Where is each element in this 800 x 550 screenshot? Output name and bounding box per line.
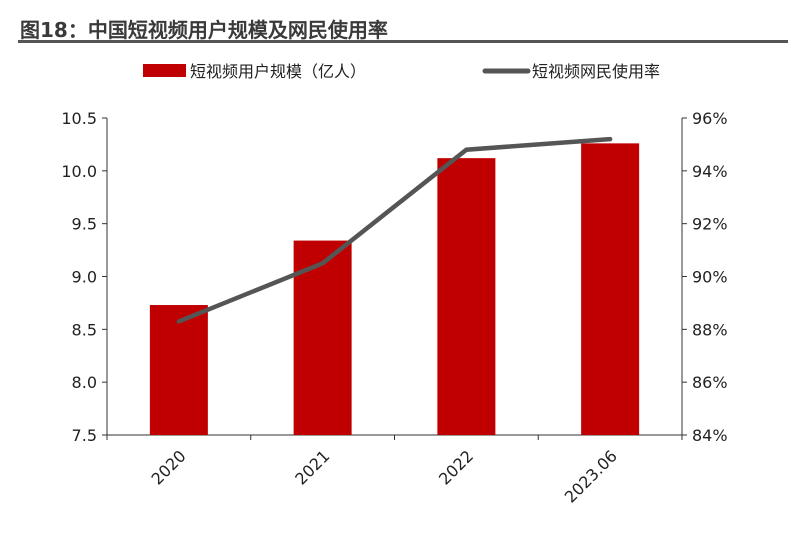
legend-bar-label: 短视频用户规模（亿人）	[190, 62, 366, 81]
left-tick-label: 10.5	[61, 109, 97, 128]
left-tick-label: 9.5	[72, 215, 97, 234]
right-tick-label: 84%	[692, 426, 728, 445]
chart-title: 图18：中国短视频用户规模及网民使用率	[20, 18, 388, 42]
usage-rate-line	[176, 136, 613, 324]
x-tick-label: 2023.06	[561, 446, 621, 506]
right-tick-label: 90%	[692, 268, 728, 287]
x-tick-label: 2021	[291, 446, 333, 488]
legend-line-label: 短视频网民使用率	[532, 62, 660, 81]
right-tick-label: 86%	[692, 373, 728, 392]
right-tick-label: 88%	[692, 320, 728, 339]
left-tick-label: 7.5	[72, 426, 97, 445]
left-tick-label: 10.0	[61, 162, 97, 181]
right-tick-label: 92%	[692, 215, 728, 234]
bar-2020	[149, 305, 208, 435]
legend-bar-swatch	[143, 64, 186, 77]
bar-2022	[437, 158, 496, 436]
left-tick-label: 9.0	[72, 268, 97, 287]
x-tick-label: 2022	[435, 446, 477, 488]
right-tick-label: 94%	[692, 162, 728, 181]
bar-2023.06	[581, 143, 640, 436]
right-tick-label: 96%	[692, 109, 728, 128]
x-tick-label: 2020	[147, 446, 189, 488]
left-tick-label: 8.0	[72, 373, 97, 392]
left-tick-label: 8.5	[72, 320, 97, 339]
title-divider	[18, 40, 788, 43]
